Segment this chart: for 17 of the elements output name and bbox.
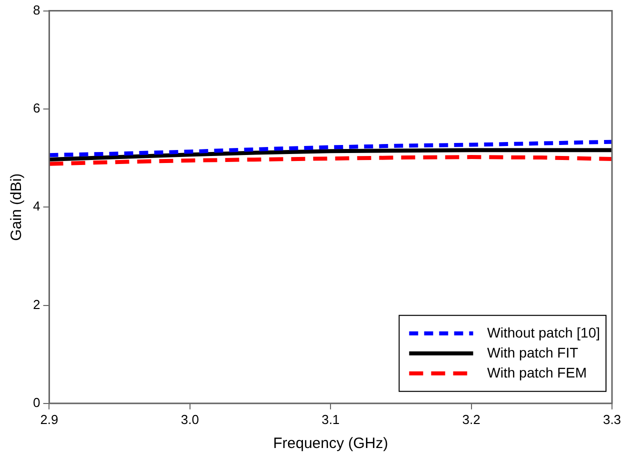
line-series bbox=[49, 155, 612, 166]
legend-label: With patch FEM bbox=[487, 364, 587, 380]
legend-label: With patch FIT bbox=[487, 344, 579, 360]
y-tick-label: 4 bbox=[32, 198, 40, 214]
x-tick-label: 2.9 bbox=[40, 412, 58, 427]
y-axis-title: Gain (dBi) bbox=[8, 173, 26, 241]
legend-label: Without patch [10] bbox=[487, 324, 600, 340]
line-series bbox=[49, 140, 612, 158]
x-tick-label: 3.0 bbox=[180, 412, 199, 427]
y-tick-label: 2 bbox=[32, 296, 40, 312]
y-tick-label: 0 bbox=[32, 394, 40, 410]
x-tick-label: 3.3 bbox=[602, 412, 622, 427]
x-axis-title: Frequency (GHz) bbox=[273, 435, 388, 452]
x-tick-label: 3.1 bbox=[322, 412, 340, 427]
y-tick-label: 8 bbox=[32, 2, 40, 18]
x-tick-label: 3.2 bbox=[462, 412, 480, 427]
y-tick-label: 6 bbox=[32, 100, 40, 116]
